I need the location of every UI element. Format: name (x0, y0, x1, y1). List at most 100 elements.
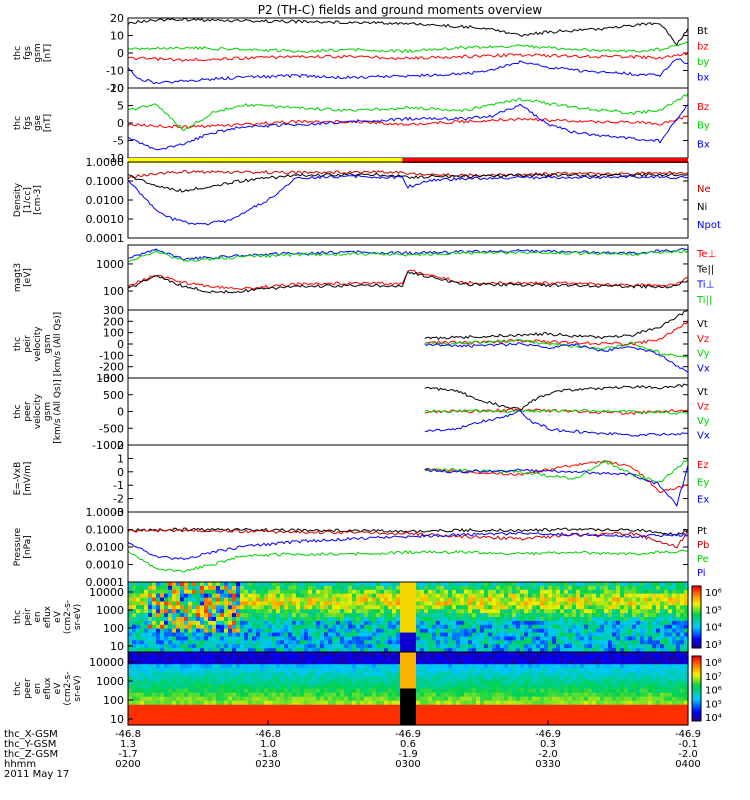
heatmap-cell (276, 640, 281, 645)
heatmap-cell (416, 644, 421, 649)
heatmap-cell (352, 696, 357, 702)
heatmap-cell (512, 628, 517, 634)
heatmap-cell (352, 605, 357, 610)
heatmap-cell (360, 712, 365, 718)
heatmap-cell (344, 585, 349, 591)
heatmap-cell (336, 609, 341, 614)
heatmap-cell (424, 593, 429, 599)
heatmap-cell (536, 656, 541, 661)
heatmap-cell (388, 597, 393, 603)
heatmap-cell (292, 601, 297, 606)
colorbar-segment (692, 599, 701, 602)
heatmap-cell (440, 628, 445, 634)
heatmap-cell (480, 593, 485, 599)
heatmap-cell (404, 640, 409, 645)
heatmap-cell (276, 620, 281, 626)
heatmap-cell (264, 680, 269, 686)
heatmap-cell (404, 609, 409, 614)
heatmap-cell (172, 620, 177, 626)
heatmap-cell (260, 597, 265, 603)
heatmap-cell (164, 589, 169, 595)
heatmap-cell (184, 648, 189, 653)
heatmap-cell (208, 593, 213, 599)
heatmap-cell (152, 605, 157, 610)
heatmap-cell (324, 585, 329, 591)
heatmap-cell (152, 672, 157, 677)
heatmap-cell (200, 601, 205, 606)
heatmap-cell (400, 704, 405, 710)
heatmap-cell (500, 684, 505, 690)
heatmap-cell (596, 636, 601, 641)
heatmap-cell (204, 656, 209, 661)
heatmap-cell (508, 632, 513, 638)
heatmap-cell (200, 605, 205, 610)
heatmap-cell (224, 593, 229, 599)
heatmap-cell (260, 585, 265, 591)
heatmap-cell (504, 636, 509, 641)
heatmap-cell (560, 640, 565, 645)
heatmap-cell (564, 609, 569, 614)
heatmap-cell (180, 684, 185, 690)
heatmap-cell (416, 672, 421, 677)
heatmap-cell (152, 668, 157, 673)
heatmap-cell (628, 585, 633, 591)
heatmap-cell (188, 593, 193, 599)
heatmap-cell (220, 601, 225, 606)
heatmap-cell (148, 660, 153, 665)
heatmap-cell (452, 704, 457, 710)
heatmap-cell (428, 601, 433, 606)
heatmap-cell (256, 648, 261, 653)
heatmap-cell (308, 680, 313, 686)
heatmap-cell (568, 609, 573, 614)
heatmap-cell (312, 609, 317, 614)
heatmap-cell (272, 684, 277, 690)
heatmap-cell (536, 640, 541, 645)
heatmap-cell (496, 668, 501, 673)
heatmap-cell (180, 597, 185, 603)
heatmap-cell (448, 617, 453, 622)
y-tick-label: 0.1000 (86, 524, 125, 537)
heatmap-cell (144, 613, 149, 618)
heatmap-cell (332, 676, 337, 681)
heatmap-cell (216, 585, 221, 591)
heatmap-cell (244, 593, 249, 599)
heatmap-cell (300, 605, 305, 610)
heatmap-cell (536, 636, 541, 641)
heatmap-cell (508, 605, 513, 610)
heatmap-cell (568, 605, 573, 610)
heatmap-cell (444, 708, 449, 714)
heatmap-cell (532, 652, 537, 657)
heatmap-cell (492, 708, 497, 714)
heatmap-cell (260, 589, 265, 595)
heatmap-cell (184, 720, 189, 726)
heatmap-cell (288, 624, 293, 630)
heatmap-cell (324, 589, 329, 595)
heatmap-cell (452, 585, 457, 591)
heatmap-cell (320, 708, 325, 714)
heatmap-cell (336, 593, 341, 599)
heatmap-cell (296, 660, 301, 665)
heatmap-cell (396, 609, 401, 614)
heatmap-cell (560, 605, 565, 610)
heatmap-cell (604, 648, 609, 653)
heatmap-cell (392, 609, 397, 614)
colorbar-segment (692, 592, 701, 595)
heatmap-cell (556, 704, 561, 710)
heatmap-cell (608, 620, 613, 626)
heatmap-cell (512, 582, 517, 587)
y-tick-label: -5 (113, 135, 124, 148)
heatmap-cell (400, 609, 405, 614)
heatmap-cell (496, 585, 501, 591)
heatmap-cell (636, 613, 641, 618)
y-tick-label: 5 (117, 100, 124, 113)
heatmap-cell (196, 700, 201, 706)
heatmap-cell (204, 640, 209, 645)
heatmap-cell (516, 676, 521, 681)
heatmap-cell (648, 624, 653, 630)
heatmap-cell (408, 668, 413, 673)
heatmap-cell (488, 648, 493, 653)
heatmap-cell (492, 648, 497, 653)
heatmap-cell (300, 720, 305, 726)
heatmap-cell (568, 632, 573, 638)
heatmap-cell (152, 704, 157, 710)
